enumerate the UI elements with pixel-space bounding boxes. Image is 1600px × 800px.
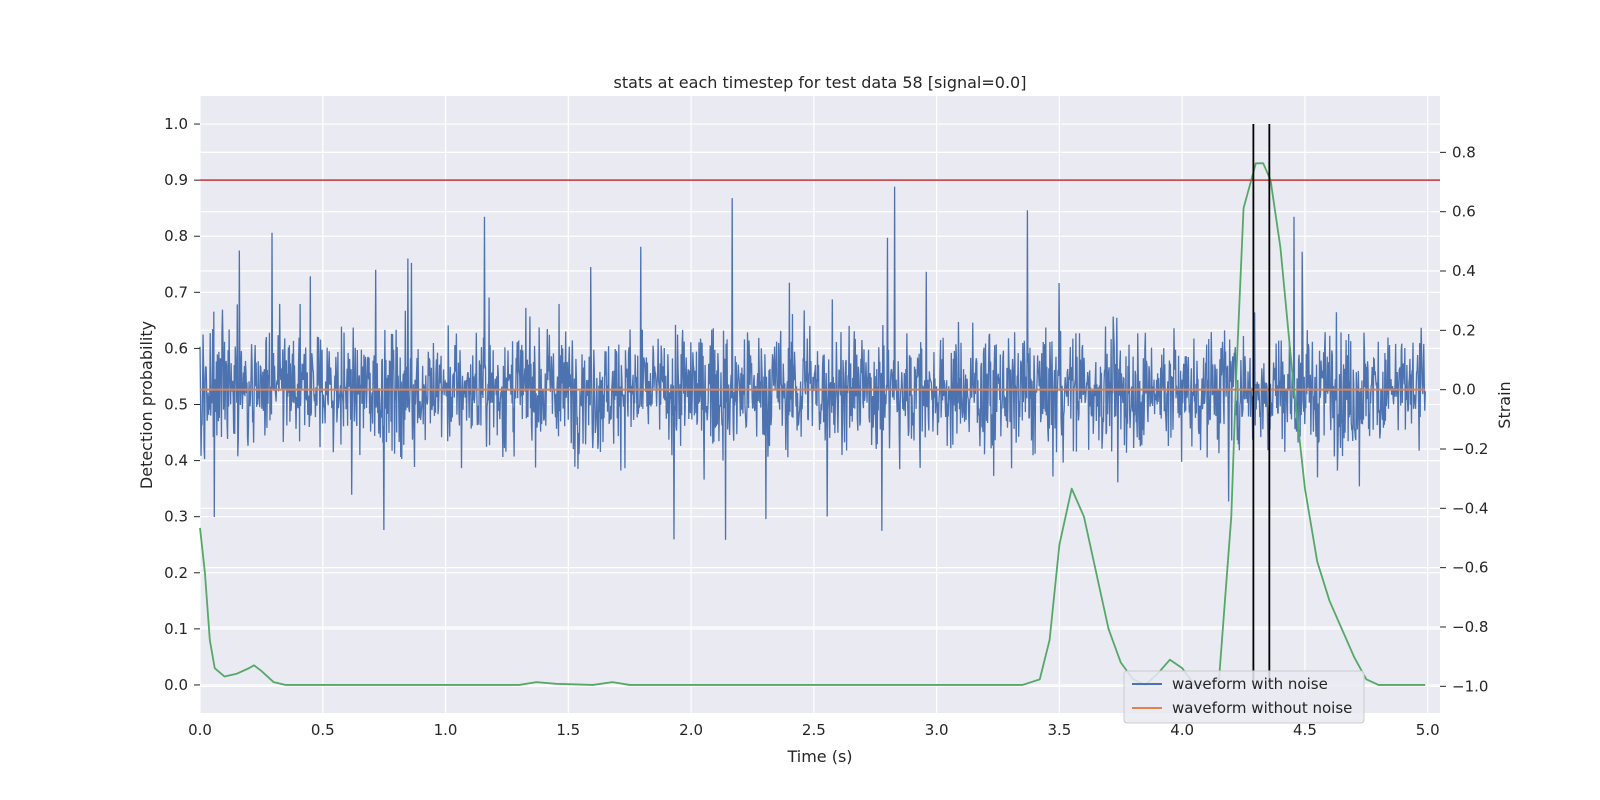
legend-label-noise: waveform with noise (1172, 675, 1328, 693)
legend-label-clean: waveform without noise (1172, 699, 1352, 717)
x-tick-label: 0.0 (188, 721, 212, 739)
x-ticks: 0.0 0.5 1.0 1.5 2.0 2.5 3.0 3.5 4.0 4.5 5.0 (188, 721, 1440, 739)
y2-tick-label: 0.2 (1452, 321, 1476, 339)
y-tick-label: 0.6 (164, 339, 188, 357)
x-tick-label: 1.0 (434, 721, 458, 739)
y-tick-label: 0.3 (164, 508, 188, 526)
legend: waveform with noise waveform without noi… (1123, 670, 1365, 724)
x-axis-label: Time (s) (786, 747, 852, 766)
y-tick-label: 0.9 (164, 171, 188, 189)
y2-tick-label: 0.6 (1452, 203, 1476, 221)
x-tick-label: 2.5 (802, 721, 826, 739)
y-tick-label: 0.0 (164, 676, 188, 694)
y2-tick-label: −0.2 (1452, 440, 1488, 458)
y2-axis-label: Strain (1495, 381, 1514, 428)
y2-tick-label: 0.0 (1452, 381, 1476, 399)
y-tick-label: 0.8 (164, 227, 188, 245)
series-waveform-with-noise (199, 186, 1426, 540)
y2-ticks: −1.0 −0.8 −0.6 −0.4 −0.2 0.0 0.2 0.4 0.6 0.8 (1440, 143, 1488, 695)
y2-tick-label: −0.4 (1452, 499, 1488, 517)
y-ticks: 0.0 0.1 0.2 0.3 0.4 0.5 0.6 0.7 0.8 0.9 1.0 (164, 115, 200, 694)
y-tick-label: 0.1 (164, 620, 188, 638)
y-tick-label: 0.5 (164, 396, 188, 414)
series-detection-probability (199, 162, 1426, 686)
x-tick-label: 1.5 (556, 721, 580, 739)
x-tick-label: 3.0 (925, 721, 949, 739)
legend-box (1123, 670, 1365, 724)
chart-title: stats at each timestep for test data 58 … (614, 73, 1027, 92)
y2-tick-label: −1.0 (1452, 677, 1488, 695)
y-tick-label: 0.7 (164, 283, 188, 301)
x-tick-label: 4.5 (1293, 721, 1317, 739)
y-tick-label: 0.4 (164, 452, 188, 470)
y2-tick-label: −0.8 (1452, 618, 1488, 636)
y2-tick-label: −0.6 (1452, 559, 1488, 577)
x-tick-label: 5.0 (1416, 721, 1440, 739)
x-tick-label: 4.0 (1170, 721, 1194, 739)
plot-area (199, 124, 1440, 686)
x-tick-label: 3.5 (1047, 721, 1071, 739)
y2-tick-label: 0.8 (1452, 143, 1476, 161)
x-tick-label: 0.5 (311, 721, 335, 739)
y2-tick-label: 0.4 (1452, 262, 1476, 280)
x-tick-label: 2.0 (679, 721, 703, 739)
y-tick-label: 0.2 (164, 564, 188, 582)
y-axis-label: Detection probability (137, 321, 156, 489)
y-tick-label: 1.0 (164, 115, 188, 133)
